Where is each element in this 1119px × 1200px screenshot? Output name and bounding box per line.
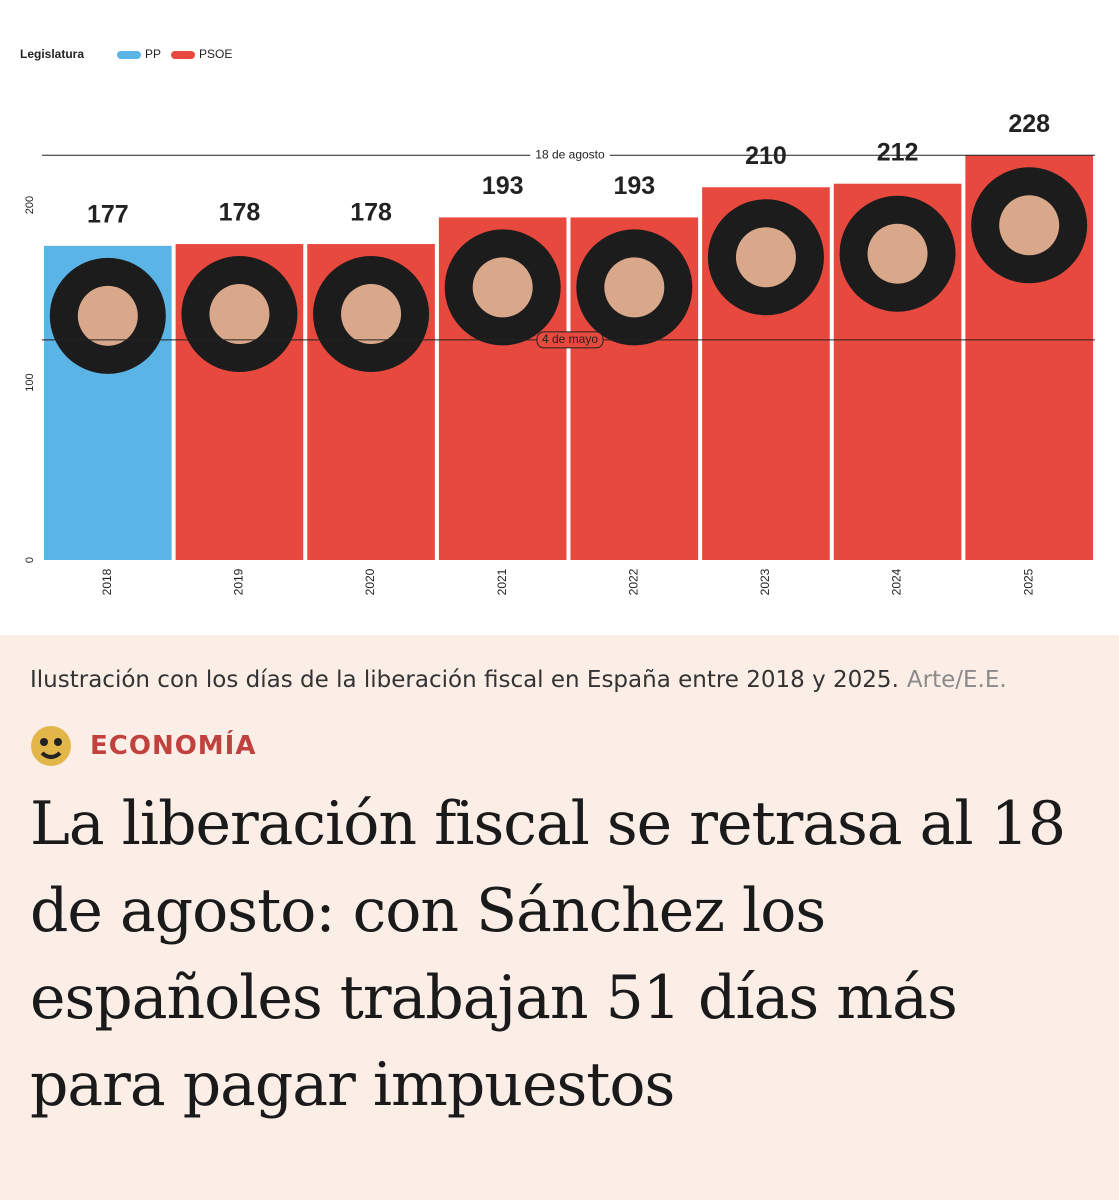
portrait-face <box>209 284 270 345</box>
legend-title: Legislatura <box>20 47 84 61</box>
value-label: 212 <box>877 138 919 166</box>
reference-label: 4 de mayo <box>542 332 598 346</box>
legend-label: PP <box>145 47 161 61</box>
article: Ilustración con los días de la liberació… <box>0 635 1119 1129</box>
portrait-face <box>604 257 665 318</box>
legend-swatch <box>171 51 196 59</box>
x-tick-label: 2020 <box>363 568 377 595</box>
y-tick-label: 0 <box>24 557 36 563</box>
portrait-face <box>472 257 533 318</box>
caption-credit: Arte/E.E. <box>906 667 1007 693</box>
headline: La liberación fiscal se retrasa al 18 de… <box>30 789 1066 1120</box>
x-tick-label: 2021 <box>495 568 509 595</box>
y-tick-label: 100 <box>24 373 36 391</box>
portrait-face <box>77 285 138 346</box>
section-icon <box>31 726 71 766</box>
x-tick-label: 2024 <box>890 568 904 595</box>
portrait-face <box>867 223 928 284</box>
section-label[interactable]: ECONOMÍA <box>90 731 257 761</box>
reference-label-bg <box>536 331 604 349</box>
reference-label-bg <box>530 147 610 164</box>
x-tick-label: 2019 <box>232 568 246 595</box>
legend-swatch <box>117 51 141 59</box>
caption: Ilustración con los días de la liberació… <box>30 663 1089 697</box>
y-tick-label: 200 <box>24 196 36 214</box>
x-tick-label: 2022 <box>626 568 640 595</box>
legend-label: PSOE <box>199 47 232 61</box>
section-row: ECONOMÍA <box>30 725 1089 767</box>
value-label: 193 <box>482 172 524 200</box>
value-label: 177 <box>87 200 129 228</box>
value-label: 178 <box>219 199 261 227</box>
x-tick-label: 2023 <box>758 568 772 595</box>
caption-text: Ilustración con los días de la liberació… <box>30 667 899 693</box>
value-label: 228 <box>1008 110 1050 138</box>
portrait-face <box>735 227 796 288</box>
portrait-face <box>341 284 402 345</box>
chart: Legislatura PP PSOE 0 100 200 2018 2019 2020 202… <box>0 0 1119 635</box>
portrait-face <box>999 195 1060 256</box>
x-tick-label: 2018 <box>100 568 114 595</box>
x-tick-label: 2025 <box>1021 568 1035 595</box>
value-label: 193 <box>613 172 655 200</box>
value-label: 178 <box>350 199 392 227</box>
value-label: 210 <box>745 142 787 170</box>
reference-label: 18 de agosto <box>535 147 605 161</box>
